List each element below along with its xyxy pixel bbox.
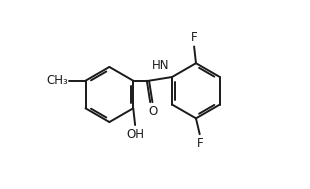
Text: F: F — [197, 137, 204, 150]
Text: CH₃: CH₃ — [46, 74, 68, 87]
Text: F: F — [191, 31, 197, 44]
Text: O: O — [149, 105, 158, 119]
Text: HN: HN — [152, 59, 169, 72]
Text: OH: OH — [126, 128, 144, 141]
